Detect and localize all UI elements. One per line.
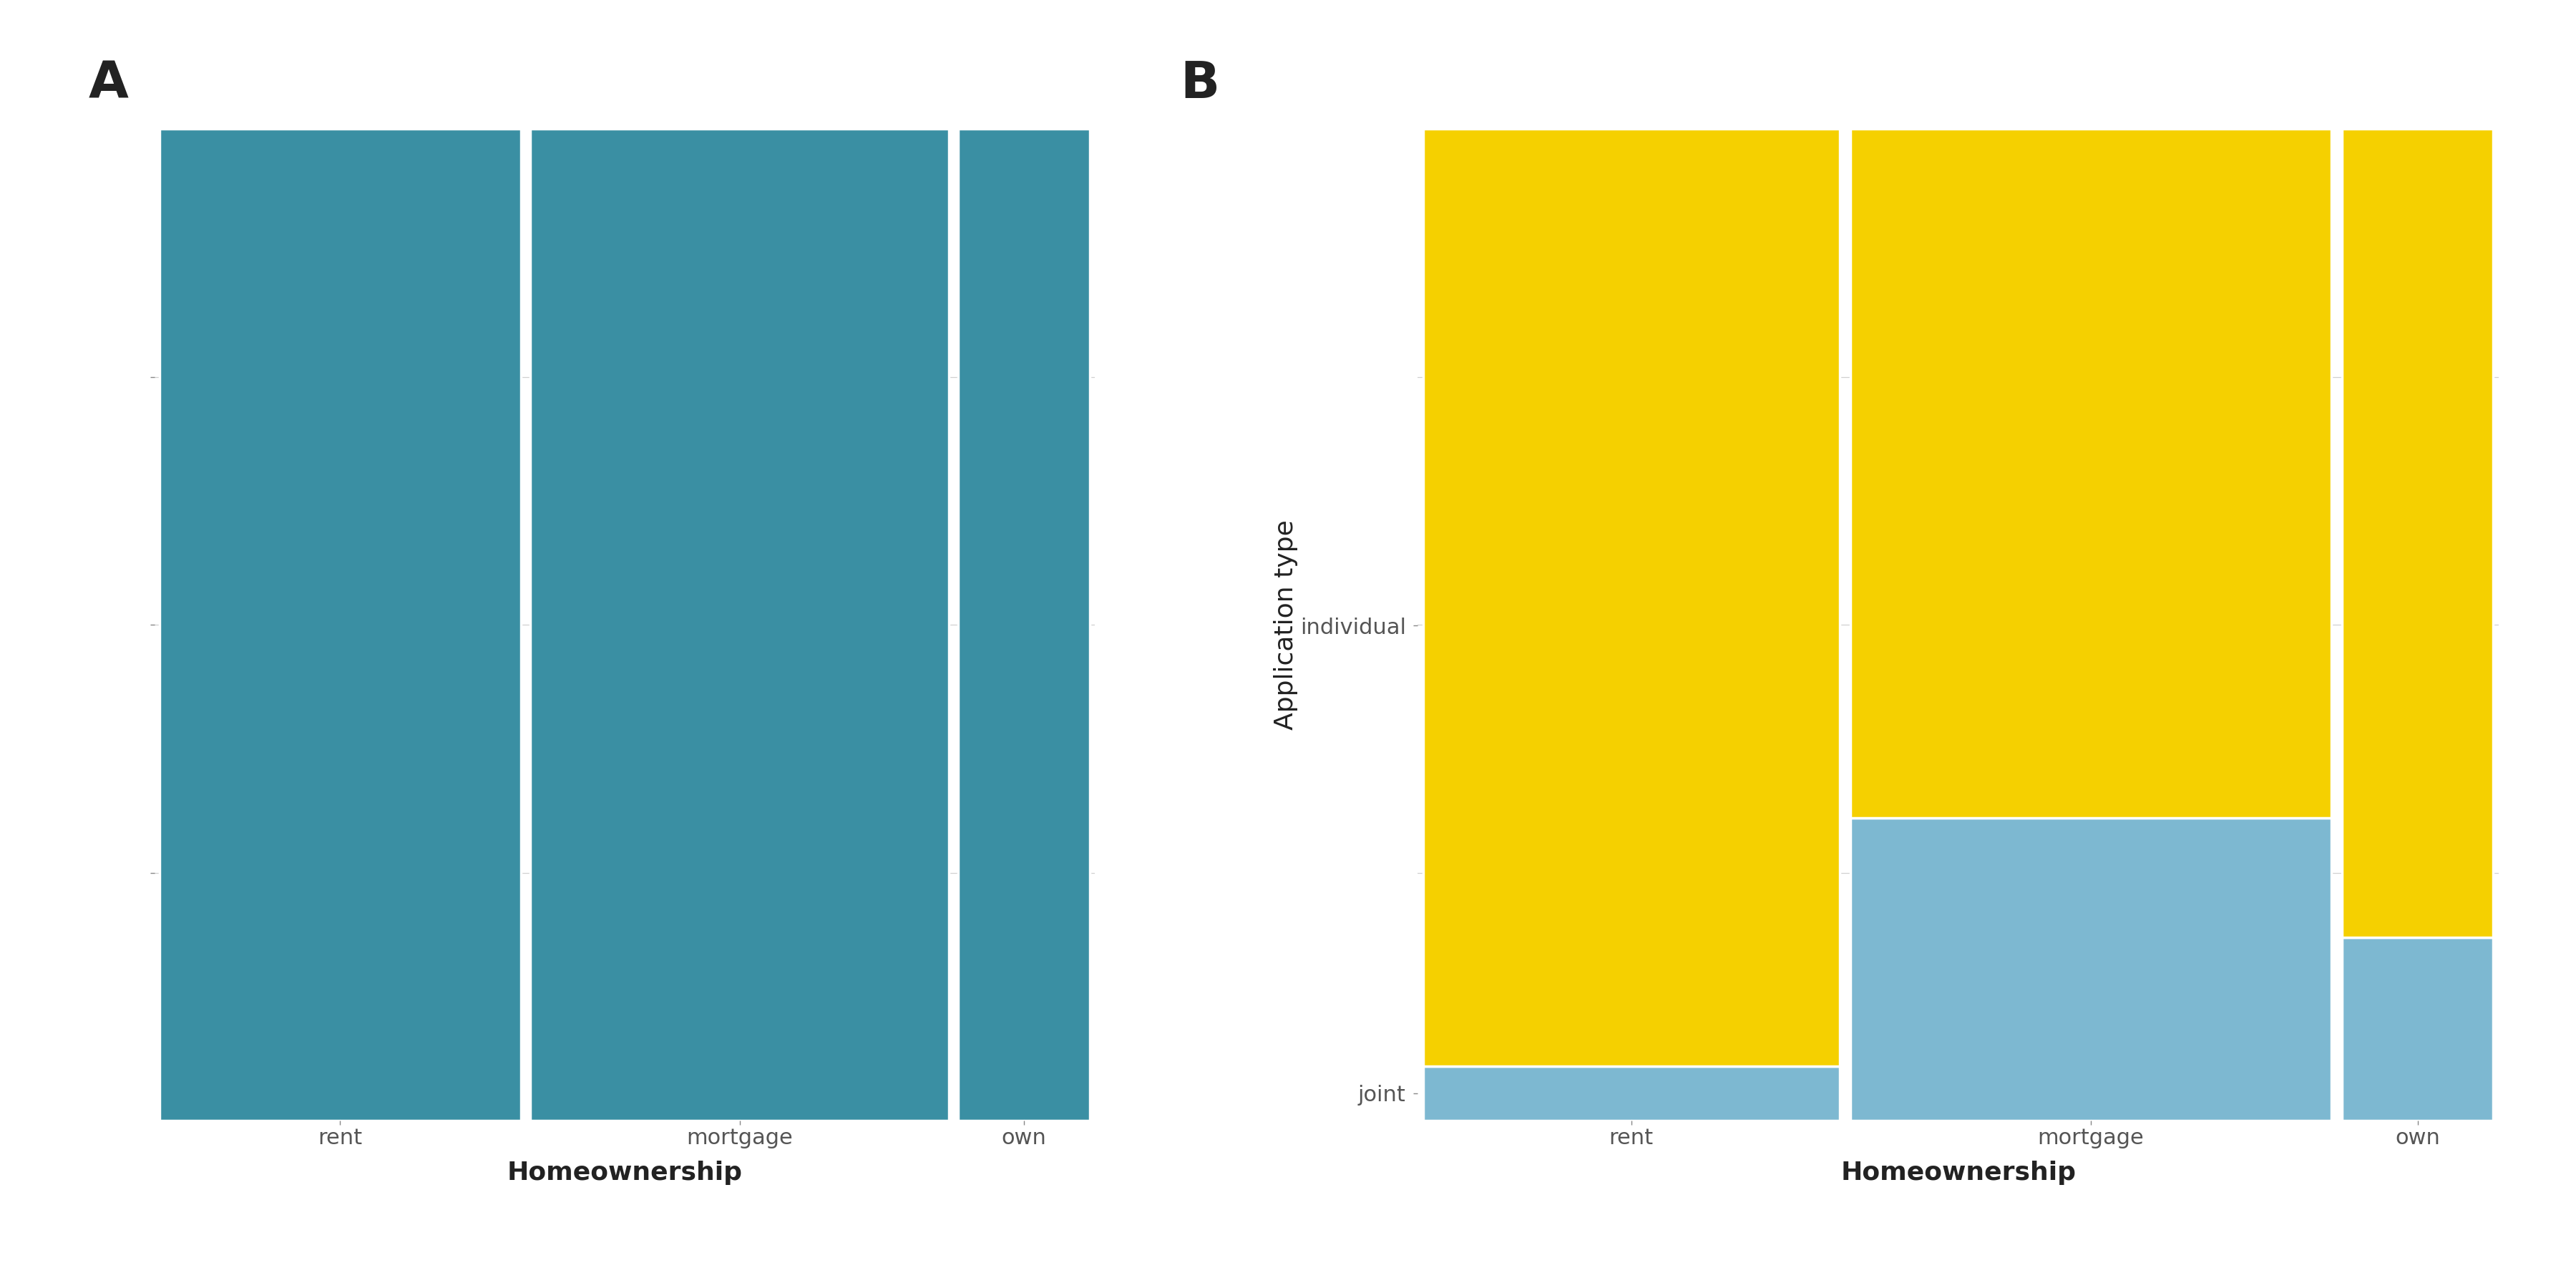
Bar xyxy=(1850,129,2331,818)
Bar xyxy=(531,129,948,1121)
Bar xyxy=(1422,129,1839,1066)
Text: B: B xyxy=(1180,59,1218,108)
Bar xyxy=(2342,129,2494,938)
Bar xyxy=(1422,1066,1839,1121)
Bar xyxy=(2342,938,2494,1121)
X-axis label: Homeownership: Homeownership xyxy=(1842,1160,2076,1185)
Bar xyxy=(1850,818,2331,1121)
Bar xyxy=(958,129,1090,1121)
X-axis label: Homeownership: Homeownership xyxy=(507,1160,742,1185)
Bar xyxy=(160,129,520,1121)
Text: A: A xyxy=(88,59,129,108)
Y-axis label: Application type: Application type xyxy=(1275,519,1298,730)
